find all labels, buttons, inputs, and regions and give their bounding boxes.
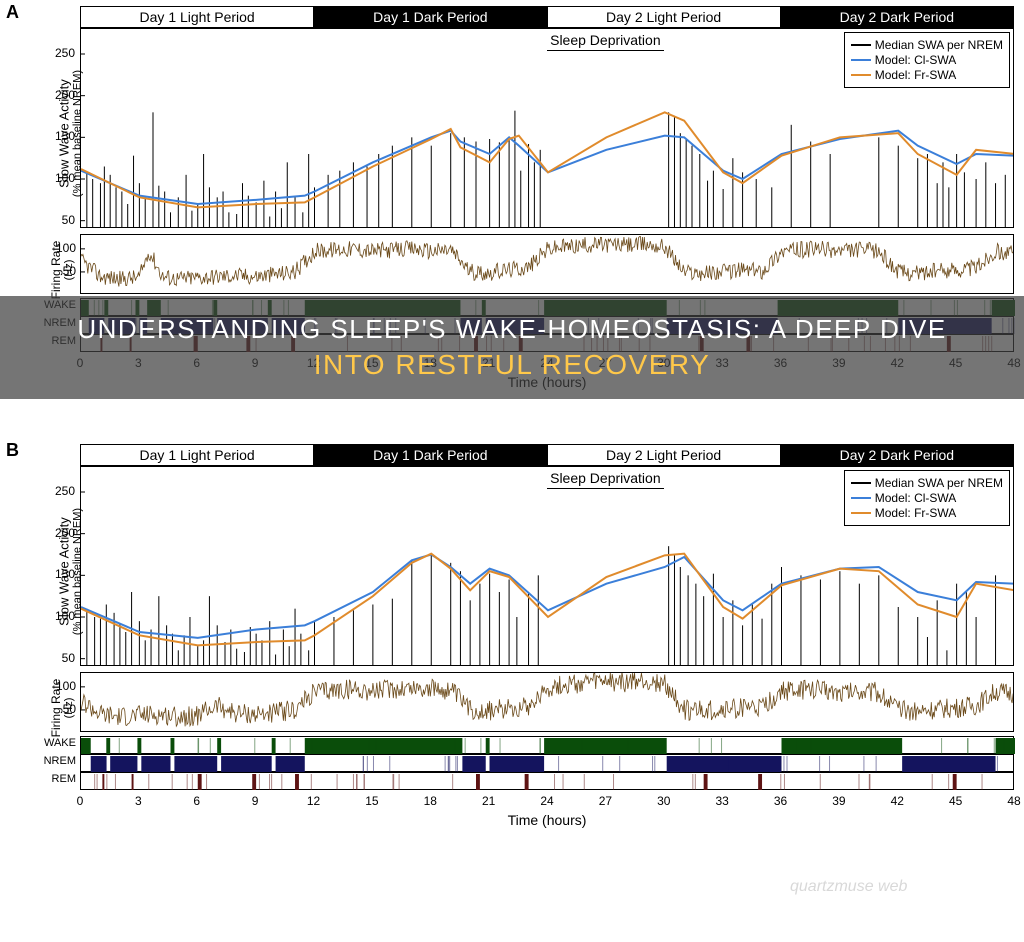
period-box: Day 1 Dark Period	[314, 445, 547, 465]
period-box: Day 2 Dark Period	[781, 445, 1013, 465]
hypno-row-wake	[80, 736, 1014, 754]
legend-item: Model: Fr-SWA	[851, 506, 1003, 520]
hypno-row-nrem	[80, 754, 1014, 772]
period-box: Day 2 Dark Period	[781, 7, 1013, 27]
legend-label: Model: Fr-SWA	[875, 506, 957, 520]
x-tick: 9	[252, 794, 259, 808]
period-box: Day 1 Dark Period	[314, 7, 547, 27]
x-tick: 42	[891, 794, 904, 808]
figure-container: ADay 1 Light PeriodDay 1 Dark PeriodDay …	[0, 0, 1024, 942]
legend: Median SWA per NREMModel: Cl-SWAModel: F…	[844, 470, 1010, 526]
legend-label: Median SWA per NREM	[875, 38, 1003, 52]
x-tick: 3	[135, 794, 142, 808]
sleep-deprivation-label: Sleep Deprivation	[547, 470, 664, 486]
panel-label: A	[6, 2, 19, 23]
overlay-line1: UNDERSTANDING SLEEP'S WAKE-HOMEOSTASIS: …	[40, 314, 984, 345]
period-box: Day 2 Light Period	[548, 445, 781, 465]
x-tick: 45	[949, 794, 962, 808]
x-tick: 27	[599, 794, 612, 808]
x-axis-label: Time (hours)	[80, 812, 1014, 828]
legend-swatch	[851, 59, 871, 61]
period-box: Day 2 Light Period	[548, 7, 781, 27]
legend-label: Median SWA per NREM	[875, 476, 1003, 490]
overlay-line2: INTO RESTFUL RECOVERY	[40, 349, 984, 381]
hypno-row-rem	[80, 772, 1014, 790]
fr-ylabel: Firing Rate(Hz)	[49, 598, 75, 818]
x-tick: 15	[365, 794, 378, 808]
legend-label: Model: Cl-SWA	[875, 53, 957, 67]
legend: Median SWA per NREMModel: Cl-SWAModel: F…	[844, 32, 1010, 88]
x-tick: 0	[77, 794, 84, 808]
firing-rate-plot	[80, 234, 1014, 294]
sleep-deprivation-bar	[547, 50, 664, 51]
watermark: quartzmuse web	[790, 878, 907, 896]
panel-label: B	[6, 440, 19, 461]
x-tick: 39	[832, 794, 845, 808]
x-tick: 33	[715, 794, 728, 808]
hypno-label: REM	[36, 773, 76, 785]
hypno-label: NREM	[36, 755, 76, 767]
period-bar: Day 1 Light PeriodDay 1 Dark PeriodDay 2…	[80, 6, 1014, 28]
legend-swatch	[851, 482, 871, 484]
legend-swatch	[851, 512, 871, 514]
sleep-deprivation-label: Sleep Deprivation	[547, 32, 664, 48]
legend-item: Median SWA per NREM	[851, 476, 1003, 490]
x-tick: 21	[482, 794, 495, 808]
period-box: Day 1 Light Period	[81, 7, 314, 27]
x-tick: 12	[307, 794, 320, 808]
x-tick: 18	[424, 794, 437, 808]
legend-swatch	[851, 497, 871, 499]
legend-item: Model: Cl-SWA	[851, 491, 1003, 505]
x-tick: 6	[193, 794, 200, 808]
firing-rate-plot	[80, 672, 1014, 732]
period-box: Day 1 Light Period	[81, 445, 314, 465]
title-overlay: UNDERSTANDING SLEEP'S WAKE-HOMEOSTASIS: …	[0, 296, 1024, 399]
legend-item: Median SWA per NREM	[851, 38, 1003, 52]
legend-item: Model: Fr-SWA	[851, 68, 1003, 82]
legend-label: Model: Cl-SWA	[875, 491, 957, 505]
legend-swatch	[851, 74, 871, 76]
x-tick: 48	[1007, 794, 1020, 808]
x-tick: 36	[774, 794, 787, 808]
x-tick: 24	[540, 794, 553, 808]
period-bar: Day 1 Light PeriodDay 1 Dark PeriodDay 2…	[80, 444, 1014, 466]
legend-item: Model: Cl-SWA	[851, 53, 1003, 67]
legend-swatch	[851, 44, 871, 46]
hypno-label: WAKE	[36, 737, 76, 749]
x-tick: 30	[657, 794, 670, 808]
sleep-deprivation-bar	[547, 488, 664, 489]
legend-label: Model: Fr-SWA	[875, 68, 957, 82]
